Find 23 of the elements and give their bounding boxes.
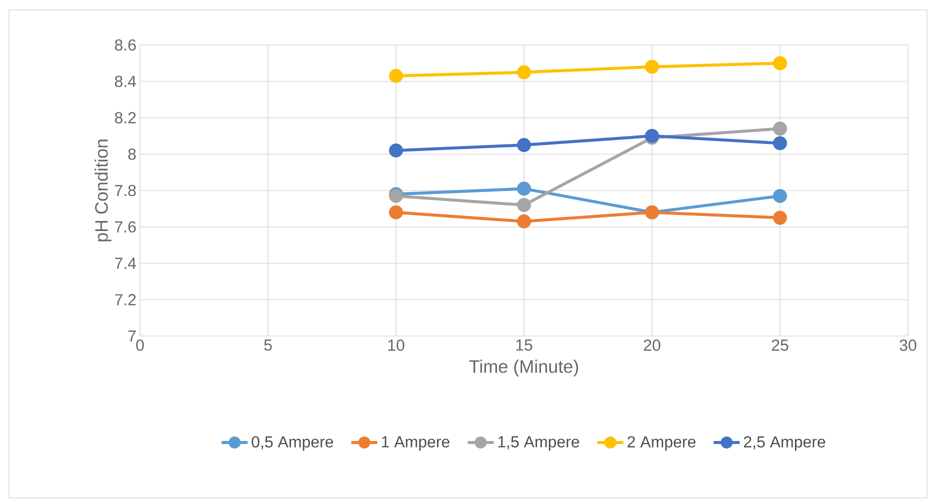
y-tick-label: 8.2 [114, 112, 136, 124]
y-tick-label: 7.4 [115, 258, 136, 269]
x-axis-title: Time (Minute) [469, 360, 578, 376]
legend-label: 2,5 Ampere [744, 436, 826, 451]
x-tick-label: 15 [516, 340, 532, 351]
y-axis-title: pH Condition [94, 140, 112, 242]
x-tick-label: 30 [900, 340, 916, 351]
y-tick-label: 7.6 [115, 221, 136, 233]
legend-label: 0,5 Ampere [252, 436, 334, 451]
x-tick-label: 5 [264, 340, 272, 351]
x-tick-label: 0 [136, 340, 144, 351]
y-tick-label: 7.2 [115, 294, 136, 306]
y-tick-label: 8 [128, 148, 136, 160]
x-tick-label: 25 [772, 340, 788, 351]
x-tick-label: 10 [388, 340, 404, 351]
y-tick-label: 7 [128, 330, 136, 342]
y-tick-label: 8.4 [114, 76, 136, 88]
legend-label: 2 Ampere [628, 436, 696, 451]
y-tick-label: 7.8 [115, 184, 136, 196]
x-tick-label: 20 [644, 340, 660, 351]
legend-label: 1,5 Ampere [498, 436, 580, 451]
y-tick-label: 8.6 [114, 39, 136, 51]
legend-label: 1 Ampere [382, 436, 450, 451]
